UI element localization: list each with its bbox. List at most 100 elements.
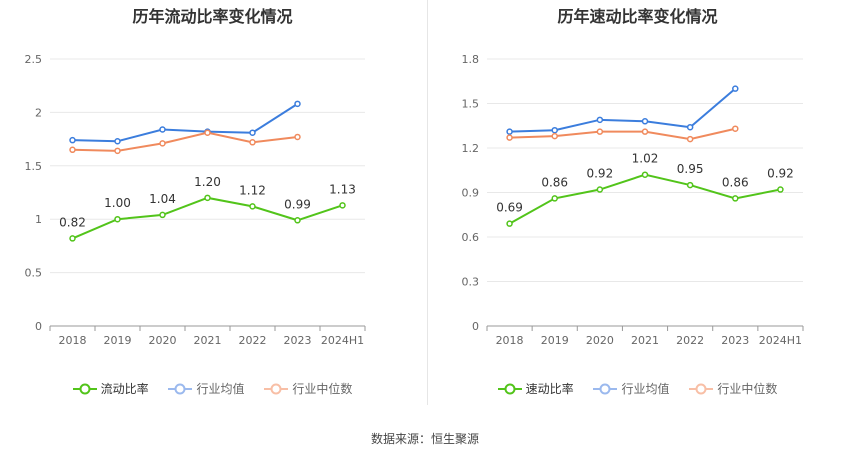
avg-series-point[interactable]	[294, 100, 301, 108]
legend-item-main[interactable]: 速动比率	[497, 380, 574, 397]
data-label: 0.92	[586, 167, 613, 181]
current-ratio-panel: 历年流动比率变化情况 0 0.5 1 1.5 2 2.5 2018 2019 2020 2021 2…	[0, 0, 425, 410]
y-tick-label: 0.5	[25, 267, 43, 280]
panel-divider	[427, 0, 428, 405]
legend-avg-icon	[168, 383, 193, 394]
quick-ratio-chart: 0 0.3 0.6 0.9 1.2 1.5 1.8 2018 2019 2020 2021 2022 2…	[462, 53, 804, 347]
main-series-point[interactable]	[732, 195, 739, 202]
legend-item-avg[interactable]: 行业均值	[168, 380, 245, 397]
data-label: 1.12	[239, 183, 266, 197]
legend-item-median[interactable]: 行业中位数	[264, 380, 352, 397]
median-series-point[interactable]	[551, 132, 558, 140]
x-tick-label: 2024H1	[759, 334, 802, 347]
main-series-point[interactable]	[339, 202, 346, 209]
y-tick-label: 1.5	[462, 98, 480, 111]
y-tick-label: 2.5	[25, 53, 43, 66]
median-series-point[interactable]	[686, 135, 694, 143]
data-source: 数据来源：恒生聚源	[370, 432, 479, 446]
legend-label: 行业均值	[621, 382, 670, 396]
y-tick-label: 1.8	[462, 53, 480, 66]
main-series-point[interactable]	[777, 186, 784, 193]
median-series-point[interactable]	[506, 134, 513, 141]
avg-series-point[interactable]	[159, 126, 166, 133]
x-tick-label: 2024H1	[321, 334, 364, 347]
median-series-point[interactable]	[596, 128, 604, 135]
y-tick-label: 1.2	[462, 142, 480, 155]
avg-series-point[interactable]	[551, 126, 558, 134]
median-series-point[interactable]	[204, 129, 211, 136]
x-tick-label: 2022	[239, 334, 267, 347]
chart-legend: 速动比率 行业均值 行业中位数	[425, 380, 850, 398]
avg-series-point[interactable]	[596, 116, 604, 124]
main-series-point[interactable]	[69, 235, 76, 242]
legend-item-avg[interactable]: 行业均值	[593, 380, 670, 397]
median-series-point[interactable]	[641, 128, 649, 135]
data-label: 0.82	[59, 215, 86, 229]
median-series-point[interactable]	[159, 140, 166, 147]
data-label: 1.13	[329, 182, 356, 196]
median-series-point[interactable]	[294, 133, 301, 141]
main-series-point[interactable]	[551, 195, 558, 202]
legend-label: 流动比率	[100, 382, 149, 396]
y-tick-label: 2	[35, 106, 42, 119]
avg-series-point[interactable]	[114, 137, 121, 145]
chart-legend: 流动比率 行业均值 行业中位数	[0, 380, 425, 398]
data-label: 0.86	[722, 175, 749, 189]
chart-title: 历年速动比率变化情况	[557, 7, 718, 26]
legend-main-icon	[497, 383, 522, 394]
y-tick-label: 0	[472, 320, 479, 333]
data-label: 0.99	[284, 197, 311, 211]
y-tick-label: 1	[35, 213, 42, 226]
median-series-point[interactable]	[732, 125, 739, 132]
median-series-point[interactable]	[69, 146, 76, 154]
x-tick-label: 2021	[631, 334, 659, 347]
main-series-point[interactable]	[114, 215, 121, 223]
legend-avg-icon	[593, 383, 618, 394]
main-series-point[interactable]	[596, 186, 604, 193]
avg-series-point[interactable]	[506, 128, 513, 135]
median-series-line	[509, 127, 736, 141]
median-series-point[interactable]	[114, 147, 121, 155]
main-series-point[interactable]	[204, 194, 211, 202]
x-tick-label: 2023	[721, 334, 749, 347]
main-series-point[interactable]	[249, 203, 256, 210]
chart-title: 历年流动比率变化情况	[132, 7, 293, 26]
avg-series-line	[72, 103, 299, 143]
main-series-point[interactable]	[641, 171, 649, 178]
main-series-point[interactable]	[294, 217, 301, 224]
data-label: 0.92	[767, 167, 794, 181]
y-tick-label: 0.3	[462, 276, 480, 289]
legend-label: 行业中位数	[292, 382, 353, 396]
data-label: 0.69	[496, 201, 523, 215]
avg-series-point[interactable]	[641, 118, 649, 125]
avg-series-point[interactable]	[732, 85, 739, 92]
avg-series-point[interactable]	[249, 129, 256, 136]
main-series-point[interactable]	[506, 220, 513, 227]
legend-item-main[interactable]: 流动比率	[72, 380, 149, 397]
avg-series-line	[509, 87, 736, 133]
avg-series-point[interactable]	[686, 123, 694, 131]
median-series-point[interactable]	[249, 139, 256, 146]
legend-label: 行业中位数	[717, 382, 778, 396]
legend-item-median[interactable]: 行业中位数	[689, 380, 777, 397]
main-series-point[interactable]	[159, 211, 166, 219]
legend-main-icon	[72, 383, 97, 394]
data-label: 0.95	[677, 162, 704, 176]
data-label: 1.02	[632, 152, 659, 166]
data-label: 1.04	[149, 192, 176, 206]
data-label: 0.86	[541, 175, 568, 189]
x-tick-label: 2019	[541, 334, 569, 347]
x-tick-label: 2022	[676, 334, 704, 347]
current-ratio-chart: 0 0.5 1 1.5 2 2.5 2018 2019 2020 2021 2022 2023 2024…	[25, 53, 366, 347]
x-tick-label: 2020	[586, 334, 614, 347]
avg-series-point[interactable]	[69, 136, 76, 144]
y-tick-label: 0.6	[462, 231, 480, 244]
y-tick-label: 1.5	[25, 160, 43, 173]
x-tick-label: 2018	[59, 334, 87, 347]
data-label: 1.00	[104, 196, 131, 210]
legend-median-icon	[689, 383, 714, 394]
data-label: 1.20	[194, 175, 221, 189]
median-series-line	[72, 131, 298, 152]
x-tick-label: 2023	[284, 334, 312, 347]
main-series-point[interactable]	[686, 181, 694, 189]
